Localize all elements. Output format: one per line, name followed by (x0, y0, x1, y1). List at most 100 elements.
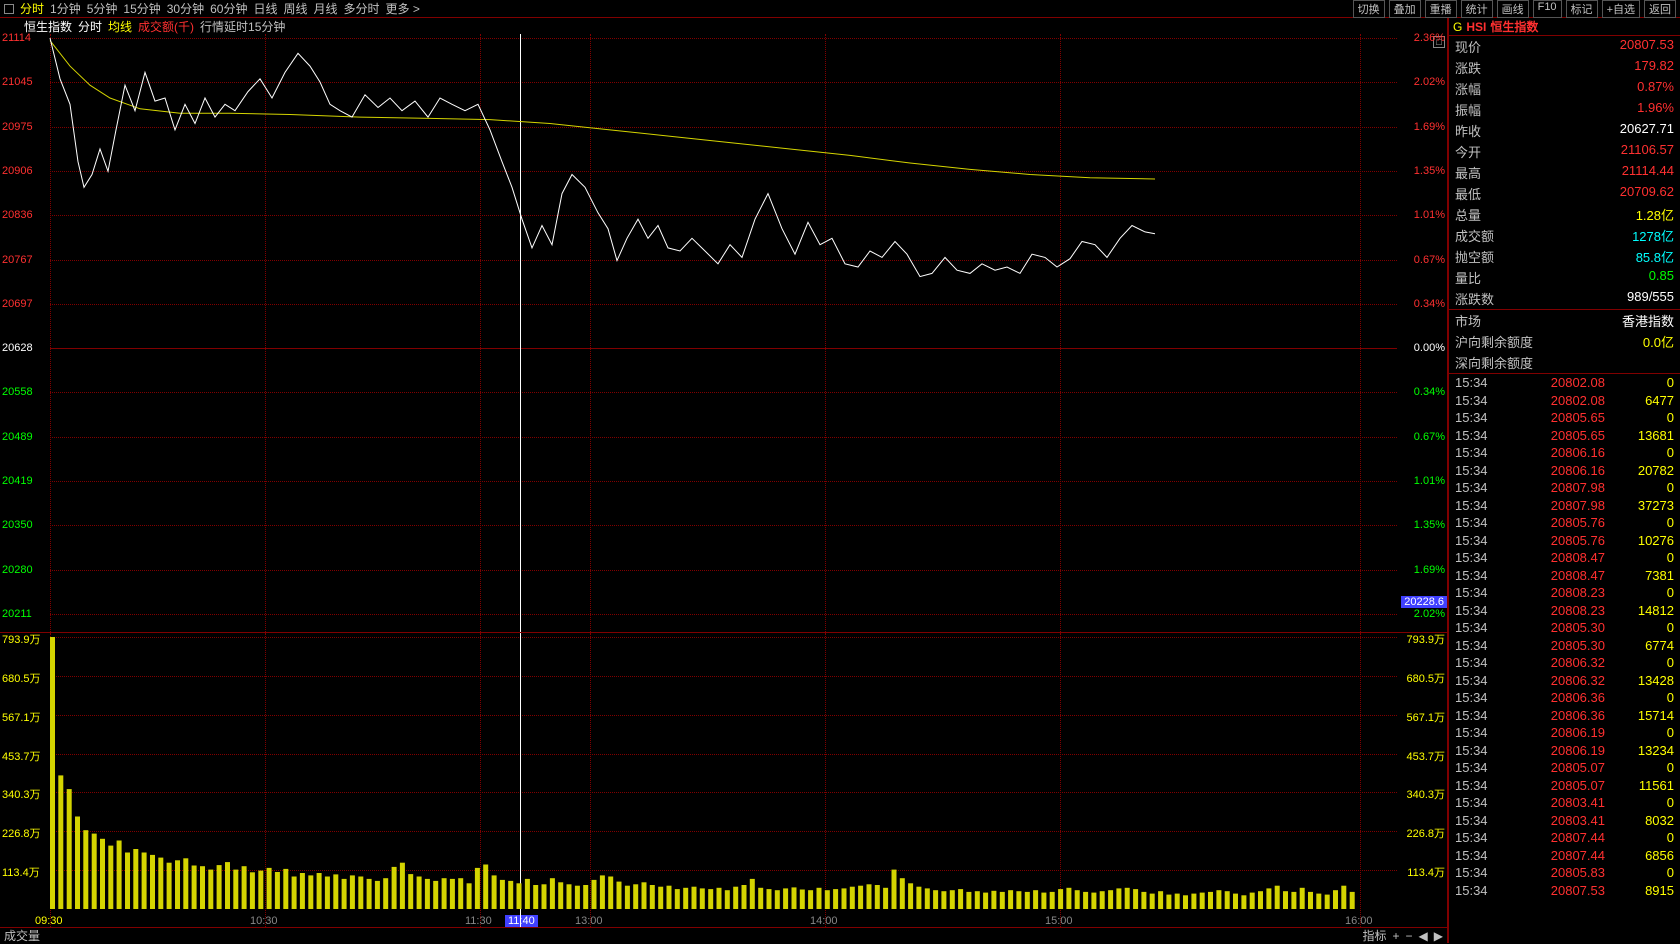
stat-row: 成交额1278亿 (1449, 225, 1680, 246)
interval-tab[interactable]: 30分钟 (167, 2, 204, 16)
tick-row: 15:3420802.086477 (1449, 392, 1680, 410)
menu-icon[interactable] (4, 4, 14, 14)
zoom-in-button[interactable]: + (1393, 929, 1400, 943)
tick-time: 15:34 (1455, 672, 1505, 690)
tick-vol: 6774 (1605, 637, 1674, 655)
toolbar-button[interactable]: +自选 (1602, 0, 1640, 18)
volume-label[interactable]: 成交量 (4, 927, 40, 944)
price-pane[interactable]: □ 211142.36%210452.02%209751.69%209061.3… (0, 34, 1447, 632)
tick-price: 20807.98 (1505, 479, 1605, 497)
vol-axis-right: 113.4万 (1407, 864, 1445, 880)
indicator-button[interactable]: 指标 (1362, 927, 1386, 944)
price-axis-right: 2.36% (1414, 32, 1445, 44)
stat-value: 21114.44 (1622, 163, 1674, 182)
stats-panel: 现价20807.53涨跌179.82涨幅0.87%振幅1.96%昨收20627.… (1449, 36, 1680, 374)
tick-price: 20806.36 (1505, 707, 1605, 725)
tick-time: 15:34 (1455, 392, 1505, 410)
volume-pane[interactable]: 793.9万793.9万680.5万680.5万567.1万567.1万453.… (0, 632, 1447, 927)
tick-row: 15:3420806.3213428 (1449, 672, 1680, 690)
tick-time: 15:34 (1455, 654, 1505, 672)
stat-value: 20627.71 (1620, 121, 1674, 140)
stat-row: 最高21114.44 (1449, 162, 1680, 183)
tick-price: 20808.47 (1505, 567, 1605, 585)
tick-row: 15:3420805.830 (1449, 864, 1680, 882)
interval-tab[interactable]: 5分钟 (87, 2, 118, 16)
price-axis-right: 0.34% (1414, 386, 1445, 398)
stat-value: 21106.57 (1621, 142, 1674, 161)
tick-time: 15:34 (1455, 444, 1505, 462)
tick-time: 15:34 (1455, 549, 1505, 567)
interval-tab[interactable]: 周线 (283, 2, 307, 16)
toolbar-button[interactable]: 画线 (1497, 0, 1529, 18)
tick-vol: 0 (1605, 654, 1674, 672)
tick-time: 15:34 (1455, 777, 1505, 795)
tick-vol: 13234 (1605, 742, 1674, 760)
price-axis-right: 0.67% (1414, 431, 1445, 443)
stat-label: 涨跌 (1455, 58, 1481, 77)
tick-vol: 8032 (1605, 812, 1674, 830)
stat-value: 1.28亿 (1636, 205, 1674, 224)
toolbar-button[interactable]: 统计 (1461, 0, 1493, 18)
vol-axis-right: 680.5万 (1406, 670, 1445, 686)
tick-row: 15:3420807.446856 (1449, 847, 1680, 865)
interval-tab[interactable]: 分时 (20, 2, 44, 16)
toolbar-button[interactable]: 返回 (1644, 0, 1676, 18)
tick-time: 15:34 (1455, 427, 1505, 445)
tick-time: 15:34 (1455, 882, 1505, 900)
tick-row: 15:3420808.470 (1449, 549, 1680, 567)
toolbar-button[interactable]: 标记 (1566, 0, 1598, 18)
stat-row: 总量1.28亿 (1449, 204, 1680, 225)
tick-time: 15:34 (1455, 689, 1505, 707)
zoom-out-button[interactable]: − (1406, 929, 1413, 943)
stat-row: 现价 20807.53 (1449, 36, 1680, 57)
toolbar-button[interactable]: 叠加 (1389, 0, 1421, 18)
interval-tab[interactable]: 60分钟 (210, 2, 247, 16)
tick-vol: 8915 (1605, 882, 1674, 900)
toolbar-button[interactable]: 切换 (1353, 0, 1385, 18)
tick-time: 15:34 (1455, 532, 1505, 550)
tick-row: 15:3420808.477381 (1449, 567, 1680, 585)
tick-table[interactable]: 15:3420802.08015:3420802.08647715:342080… (1449, 374, 1680, 943)
stat-label: 市场 (1455, 311, 1481, 330)
interval-tab[interactable]: 月线 (314, 2, 338, 16)
tick-time: 15:34 (1455, 724, 1505, 742)
tick-price: 20803.41 (1505, 794, 1605, 812)
tick-time: 15:34 (1455, 462, 1505, 480)
tick-row: 15:3420806.1620782 (1449, 462, 1680, 480)
stat-label: 涨跌数 (1455, 289, 1494, 308)
interval-tab[interactable]: 1分钟 (50, 2, 81, 16)
tick-vol: 0 (1605, 724, 1674, 742)
stat-label: 现价 (1455, 37, 1481, 56)
scroll-right-icon[interactable]: ▶ (1434, 929, 1443, 943)
tick-row: 15:3420805.0711561 (1449, 777, 1680, 795)
tick-time: 15:34 (1455, 794, 1505, 812)
interval-tab[interactable]: 多分时 (344, 2, 380, 16)
interval-tab[interactable]: 更多 > (386, 2, 420, 16)
tick-row: 15:3420808.2314812 (1449, 602, 1680, 620)
interval-tab[interactable]: 15分钟 (123, 2, 160, 16)
tick-price: 20805.07 (1505, 777, 1605, 795)
tick-row: 15:3420807.980 (1449, 479, 1680, 497)
tick-row: 15:3420807.538915 (1449, 882, 1680, 900)
tick-time: 15:34 (1455, 637, 1505, 655)
interval-tab[interactable]: 日线 (253, 2, 277, 16)
tick-vol: 0 (1605, 794, 1674, 812)
tick-vol: 6477 (1605, 392, 1674, 410)
scroll-left-icon[interactable]: ◀ (1419, 929, 1428, 943)
stat-row: 抛空额85.8亿 (1449, 246, 1680, 267)
tick-vol: 11561 (1605, 777, 1674, 795)
tick-price: 20806.32 (1505, 672, 1605, 690)
tick-price: 20802.08 (1505, 374, 1605, 392)
interval-tabs: 分时 1分钟 5分钟 15分钟 30分钟 60分钟日线周线月线多分时更多 > (4, 0, 426, 17)
tick-price: 20808.23 (1505, 602, 1605, 620)
toolbar-button[interactable]: 重播 (1425, 0, 1457, 18)
title-prefix: G (1453, 20, 1462, 34)
stat-label: 沪向剩余额度 (1455, 332, 1533, 351)
tick-price: 20805.07 (1505, 759, 1605, 777)
price-axis-right: 1.01% (1414, 475, 1445, 487)
stat-value: 179.82 (1634, 58, 1674, 77)
stat-value: 20807.53 (1620, 37, 1674, 56)
tick-vol: 0 (1605, 619, 1674, 637)
toolbar-button[interactable]: F10 (1533, 0, 1562, 18)
price-axis-right: 0.34% (1414, 298, 1445, 310)
